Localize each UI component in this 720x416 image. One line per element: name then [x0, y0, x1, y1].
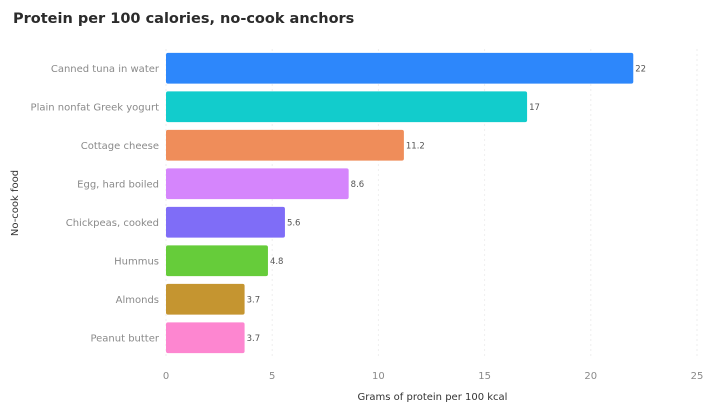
- category-label: Cottage cheese: [81, 141, 159, 152]
- y-axis-title: No-cook food: [10, 170, 21, 236]
- category-label: Canned tuna in water: [51, 64, 160, 75]
- bar: [166, 168, 349, 200]
- x-axis-title: Grams of protein per 100 kcal: [358, 392, 508, 403]
- x-tick-label: 15: [478, 371, 491, 382]
- category-label: Plain nonfat Greek yogurt: [31, 102, 160, 113]
- labels: 0 5 10 15 20 25 Canned tuna in water 22 Plain no…: [31, 64, 704, 382]
- data-label: 11.2: [406, 141, 425, 151]
- x-tick-label: 25: [691, 371, 704, 382]
- category-label: Chickpeas, cooked: [66, 218, 159, 229]
- bar: [166, 206, 285, 238]
- data-label: 8.6: [351, 180, 365, 190]
- x-tick-label: 10: [372, 371, 385, 382]
- data-label: 22: [635, 64, 646, 74]
- category-label: Egg, hard boiled: [77, 179, 159, 190]
- data-label: 3.7: [247, 334, 261, 344]
- x-tick-label: 5: [269, 371, 275, 382]
- bar: [166, 283, 245, 315]
- bar: [166, 52, 634, 84]
- x-tick-label: 20: [584, 371, 597, 382]
- data-label: 4.8: [270, 257, 284, 267]
- category-label: Almonds: [116, 295, 159, 306]
- bar: [166, 91, 528, 123]
- bar: [166, 245, 268, 277]
- bar: [166, 322, 245, 354]
- data-label: 5.6: [287, 218, 301, 228]
- data-label: 17: [529, 103, 540, 113]
- data-label: 3.7: [247, 295, 261, 305]
- bars: [166, 52, 634, 354]
- category-label: Peanut butter: [90, 333, 159, 344]
- bar: [166, 129, 404, 161]
- chart-title: Protein per 100 calories, no-cook anchor…: [13, 11, 355, 27]
- x-tick-label: 0: [163, 371, 169, 382]
- category-label: Hummus: [114, 256, 159, 267]
